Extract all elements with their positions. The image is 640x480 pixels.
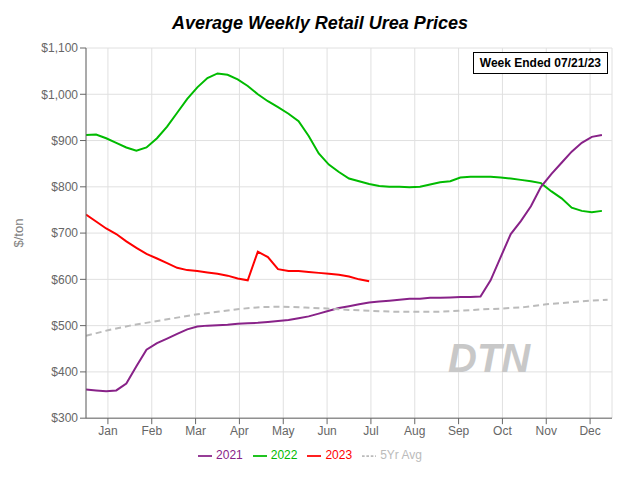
svg-text:$400: $400 [51, 365, 78, 379]
svg-text:Dec: Dec [579, 424, 600, 438]
svg-text:Aug: Aug [404, 424, 425, 438]
svg-text:$700: $700 [51, 226, 78, 240]
svg-text:$500: $500 [51, 319, 78, 333]
html-text:2021: 2021 [216, 448, 243, 463]
html-text:Week Ended 07/21/23: Week Ended 07/21/23 [479, 56, 601, 70]
html-text:5Yr Avg: 5Yr Avg [380, 448, 422, 463]
svg-text:$600: $600 [51, 273, 78, 287]
html-text:2022: 2022 [270, 448, 298, 463]
svg-text:$300: $300 [51, 411, 78, 425]
svg-text:Feb: Feb [141, 424, 162, 438]
html-text:2023: 2023 [325, 448, 353, 463]
svg-text:$900: $900 [51, 134, 78, 148]
html-text:DTN: DTN [448, 336, 531, 380]
svg-text:Sep: Sep [448, 424, 470, 438]
svg-text:Jan: Jan [98, 424, 117, 438]
svg-text:$/ton: $/ton [11, 219, 26, 248]
svg-text:May: May [272, 424, 295, 438]
svg-text:Jun: Jun [317, 424, 336, 438]
svg-text:$1,000: $1,000 [41, 88, 78, 102]
html-text:Average Weekly Retail Urea Pri: Average Weekly Retail Urea Prices [172, 13, 468, 33]
svg-text:Apr: Apr [230, 424, 249, 438]
svg-text:$1,100: $1,100 [41, 41, 78, 55]
svg-text:Mar: Mar [185, 424, 206, 438]
svg-text:Oct: Oct [493, 424, 512, 438]
svg-text:Nov: Nov [536, 424, 557, 438]
svg-text:Jul: Jul [363, 424, 378, 438]
svg-text:$800: $800 [51, 180, 78, 194]
